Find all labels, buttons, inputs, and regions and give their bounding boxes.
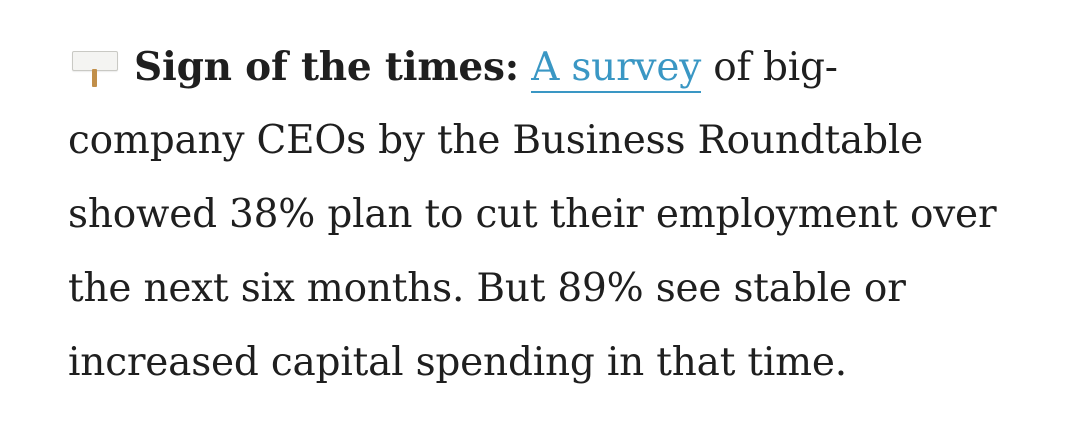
paragraph-line-3: showed 38% plan to cut their employment … bbox=[68, 192, 997, 237]
paragraph-line-5: increased capital spending in that time. bbox=[68, 340, 847, 385]
line-1-text: of big- bbox=[713, 45, 838, 90]
sign-post-icon bbox=[68, 47, 120, 87]
paragraph-line-4: the next six months. But 89% see stable … bbox=[68, 266, 906, 311]
survey-link[interactable]: A survey bbox=[531, 45, 701, 93]
paragraph-line-1: Sign of the times: A survey of big- bbox=[68, 30, 1058, 104]
sign-board bbox=[72, 51, 118, 71]
sign-post bbox=[92, 69, 97, 87]
article-paragraph: Sign of the times: A survey of big- comp… bbox=[68, 30, 1058, 400]
lead-label: Sign of the times: bbox=[134, 44, 519, 90]
paragraph-line-2: company CEOs by the Business Roundtable bbox=[68, 118, 923, 163]
